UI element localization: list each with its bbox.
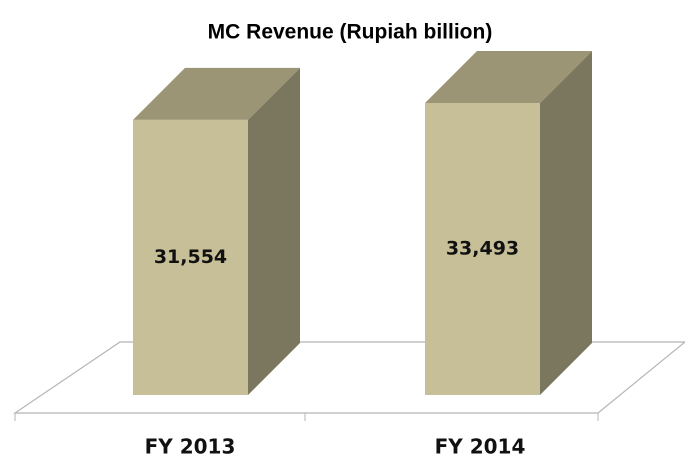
floor: [13, 341, 685, 414]
bar: [425, 103, 540, 395]
bar-side: [248, 67, 300, 395]
bar-top: [425, 51, 592, 103]
x-tick-label: FY 2014: [435, 435, 526, 459]
value-label: 33,493: [446, 238, 519, 260]
bar-top: [133, 67, 300, 120]
x-tick-label: FY 2013: [145, 435, 236, 459]
value-label: 31,554: [154, 246, 227, 268]
bar: [133, 119, 248, 395]
bar-side: [540, 51, 592, 395]
chart-title: MC Revenue (Rupiah billion): [208, 21, 493, 44]
